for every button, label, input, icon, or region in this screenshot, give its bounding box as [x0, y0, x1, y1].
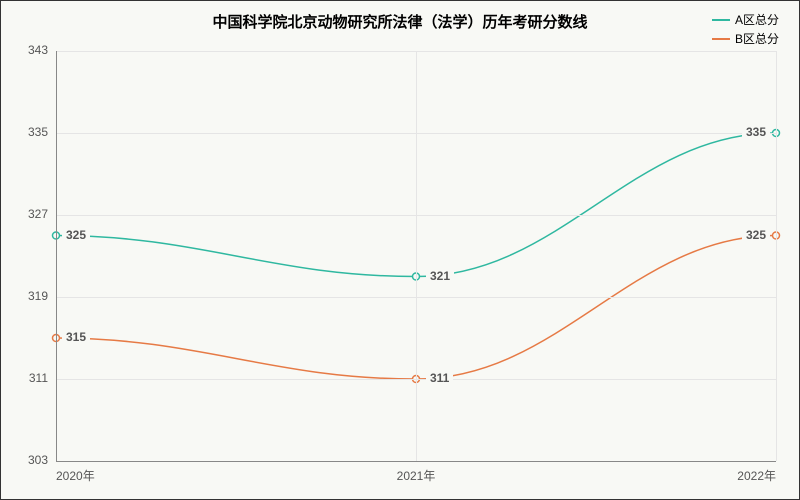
- data-label: 311: [426, 371, 453, 385]
- y-tick-label: 303: [8, 453, 48, 467]
- legend: A区总分 B区总分: [712, 11, 779, 49]
- x-tick-label: 2022年: [696, 467, 776, 484]
- legend-label-a: A区总分: [735, 11, 779, 28]
- data-label: 325: [62, 228, 90, 242]
- y-axis: [56, 51, 57, 461]
- data-label: 315: [62, 330, 90, 344]
- y-tick-label: 343: [8, 43, 48, 57]
- grid-line: [776, 51, 777, 461]
- legend-label-b: B区总分: [735, 30, 779, 47]
- legend-swatch-a: [712, 19, 730, 21]
- legend-item-a: A区总分: [712, 11, 779, 28]
- plot-area: 3033113193273353432020年2021年2022年3253213…: [56, 51, 776, 461]
- x-tick-label: 2020年: [56, 467, 136, 484]
- x-axis: [56, 461, 776, 462]
- x-tick-label: 2021年: [376, 467, 456, 484]
- y-tick-label: 311: [8, 371, 48, 385]
- legend-item-b: B区总分: [712, 30, 779, 47]
- legend-swatch-b: [712, 38, 730, 40]
- data-label: 321: [426, 269, 454, 283]
- y-tick-label: 335: [8, 125, 48, 139]
- data-label: 335: [742, 125, 770, 139]
- y-tick-label: 319: [8, 289, 48, 303]
- grid-line: [416, 51, 417, 461]
- chart-container: 中国科学院北京动物研究所法律（法学）历年考研分数线 A区总分 B区总分 303 3…: [0, 0, 800, 500]
- y-tick-label: 327: [8, 207, 48, 221]
- data-label: 325: [742, 228, 770, 242]
- chart-title: 中国科学院北京动物研究所法律（法学）历年考研分数线: [1, 11, 799, 32]
